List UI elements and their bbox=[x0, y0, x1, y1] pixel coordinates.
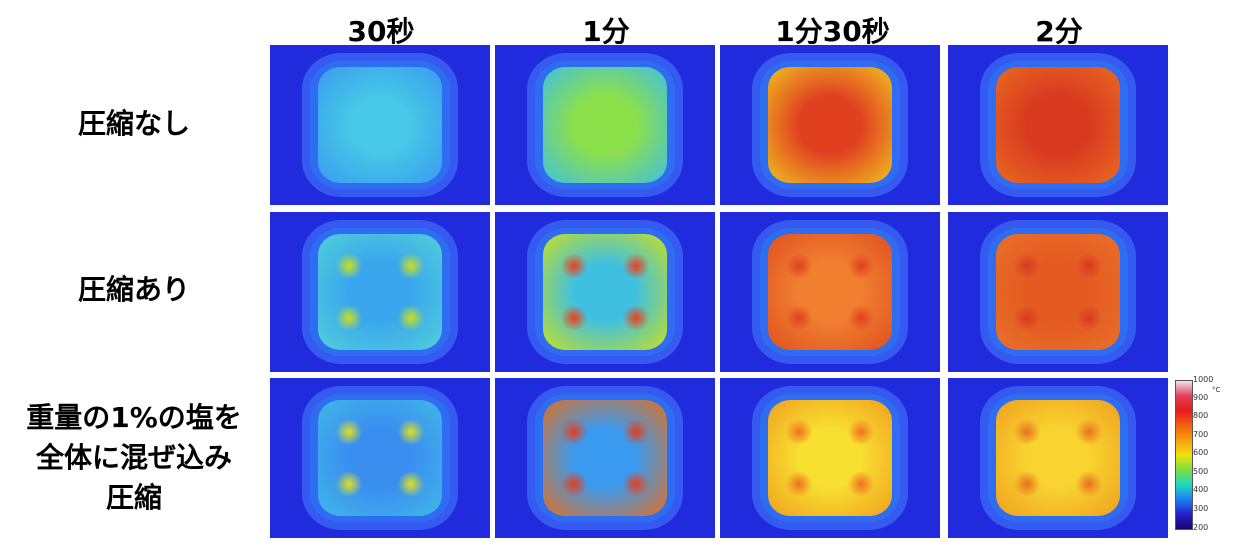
heated-food-area bbox=[543, 234, 667, 350]
hot-spot bbox=[620, 305, 651, 330]
colorbar-tick: 800 bbox=[1193, 411, 1209, 420]
thermal-image bbox=[720, 212, 940, 372]
column-header-1min30s: 1分30秒 bbox=[775, 15, 890, 48]
heated-food-area bbox=[318, 67, 442, 183]
thermal-image bbox=[948, 45, 1168, 205]
colorbar-tick: 400 bbox=[1193, 485, 1209, 494]
colorbar-ticks: 1000 900 800 700 600 500 400 300 200 bbox=[1193, 376, 1233, 536]
hot-spot bbox=[620, 420, 651, 445]
heated-food-area bbox=[543, 400, 667, 516]
hot-spot bbox=[334, 305, 365, 330]
thermal-image bbox=[270, 45, 490, 205]
column-header-30s: 30秒 bbox=[347, 15, 415, 48]
hot-spot bbox=[845, 471, 876, 496]
hot-spot bbox=[784, 471, 815, 496]
thermal-image bbox=[720, 45, 940, 205]
colorbar-tick: 700 bbox=[1193, 430, 1209, 439]
hot-spot bbox=[1012, 471, 1043, 496]
hot-spot bbox=[1012, 254, 1043, 279]
hot-spot bbox=[559, 254, 590, 279]
hot-spot bbox=[845, 305, 876, 330]
colorbar-unit: °C bbox=[1212, 386, 1221, 394]
hot-spot bbox=[395, 471, 426, 496]
hot-spot bbox=[784, 305, 815, 330]
hot-spot bbox=[845, 254, 876, 279]
heated-food-area bbox=[996, 234, 1120, 350]
row-label-salt-compression: 重量の1%の塩を 全体に混ぜ込み 圧縮 bbox=[26, 401, 242, 514]
thermal-image bbox=[948, 212, 1168, 372]
heated-food-area bbox=[768, 234, 892, 350]
hot-spot bbox=[1073, 305, 1104, 330]
hot-spot bbox=[559, 305, 590, 330]
colorbar-tick: 1000 bbox=[1193, 375, 1214, 384]
column-header-1min: 1分 bbox=[582, 15, 630, 48]
colorbar-tick: 200 bbox=[1193, 523, 1209, 532]
heated-food-area bbox=[318, 234, 442, 350]
heated-food-area bbox=[318, 400, 442, 516]
heated-food-area bbox=[768, 400, 892, 516]
thermal-image bbox=[720, 378, 940, 538]
hot-spot bbox=[1073, 254, 1104, 279]
colorbar-tick: 300 bbox=[1193, 504, 1209, 513]
thermal-image bbox=[270, 212, 490, 372]
hot-spot bbox=[559, 420, 590, 445]
thermal-image bbox=[495, 378, 715, 538]
hot-spot bbox=[395, 305, 426, 330]
hot-spot bbox=[1073, 471, 1104, 496]
hot-spot bbox=[1012, 305, 1043, 330]
heated-food-area bbox=[996, 400, 1120, 516]
row-label-no-compression: 圧縮なし bbox=[77, 107, 190, 140]
hot-spot bbox=[395, 254, 426, 279]
temperature-colorbar bbox=[1175, 380, 1193, 530]
hot-spot bbox=[1012, 420, 1043, 445]
colorbar-tick: 900 bbox=[1193, 393, 1209, 402]
thermal-image bbox=[495, 212, 715, 372]
hot-spot bbox=[845, 420, 876, 445]
thermal-image bbox=[948, 378, 1168, 538]
heated-food-area bbox=[768, 67, 892, 183]
hot-spot bbox=[334, 420, 365, 445]
hot-spot bbox=[620, 471, 651, 496]
hot-spot bbox=[620, 254, 651, 279]
heated-food-area bbox=[996, 67, 1120, 183]
hot-spot bbox=[334, 254, 365, 279]
column-header-2min: 2分 bbox=[1035, 15, 1083, 48]
row-label-compression: 圧縮あり bbox=[77, 273, 190, 306]
thermal-image bbox=[270, 378, 490, 538]
colorbar-tick: 600 bbox=[1193, 448, 1209, 457]
hot-spot bbox=[784, 420, 815, 445]
hot-spot bbox=[559, 471, 590, 496]
thermal-image bbox=[495, 45, 715, 205]
hot-spot bbox=[784, 254, 815, 279]
hot-spot bbox=[1073, 420, 1104, 445]
colorbar-tick: 500 bbox=[1193, 467, 1209, 476]
hot-spot bbox=[334, 471, 365, 496]
heated-food-area bbox=[543, 67, 667, 183]
hot-spot bbox=[395, 420, 426, 445]
